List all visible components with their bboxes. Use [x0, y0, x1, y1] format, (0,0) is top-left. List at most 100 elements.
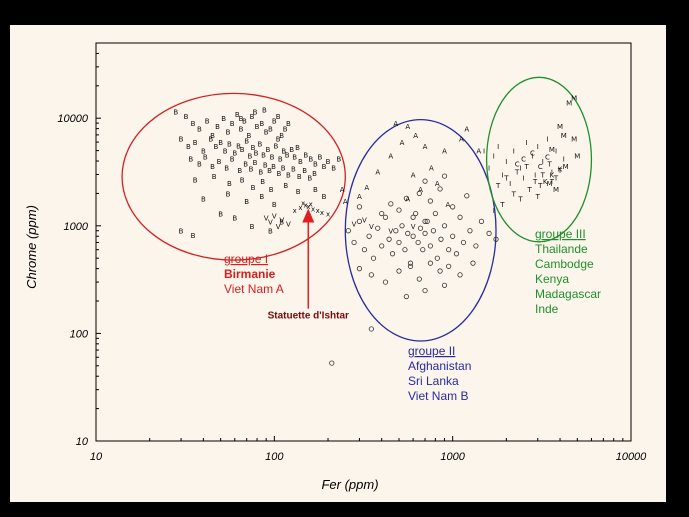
data-point-o — [432, 210, 438, 217]
data-point-b: B — [226, 129, 231, 137]
data-point-b: B — [270, 154, 275, 162]
annotation-label: Statuette d'Ishtar — [268, 311, 349, 322]
data-point-o — [405, 230, 411, 236]
data-point-a: A — [405, 123, 410, 131]
data-point-i: I — [493, 153, 495, 161]
data-point-o — [396, 268, 402, 274]
data-point-b: B — [230, 156, 235, 164]
group-3-member: Kenya — [535, 272, 569, 286]
data-point-b: B — [303, 151, 308, 159]
data-point-b: B — [188, 156, 193, 164]
data-point-i: I — [497, 143, 499, 151]
data-point-o — [379, 210, 385, 217]
data-point-b: B — [201, 148, 206, 156]
data-point-o — [375, 225, 381, 231]
data-point-v: V — [264, 214, 269, 222]
data-point-o — [402, 247, 408, 253]
data-point-b: B — [265, 146, 270, 154]
data-point-b: B — [244, 138, 249, 146]
data-point-b: B — [201, 195, 206, 203]
data-point-a: A — [364, 184, 369, 192]
group-ellipses — [121, 76, 593, 342]
data-point-a: A — [411, 171, 416, 179]
data-point-t: T — [511, 190, 517, 198]
data-point-i: I — [483, 148, 485, 156]
data-point-x: x — [320, 209, 324, 217]
data-point-b: B — [184, 113, 189, 121]
data-point-o — [453, 251, 460, 257]
data-point-a: A — [435, 180, 440, 188]
data-point-t: T — [557, 167, 563, 175]
data-point-b: B — [191, 232, 196, 240]
data-point-v: V — [352, 221, 357, 229]
data-point-b: B — [215, 123, 220, 131]
x-tick-label: 10 — [90, 451, 103, 463]
data-point-b: B — [223, 148, 228, 156]
data-point-b: B — [285, 151, 290, 159]
data-point-b: B — [326, 158, 331, 166]
data-point-t: T — [532, 178, 538, 186]
data-point-i: I — [534, 171, 536, 179]
data-point-b: B — [186, 143, 191, 151]
data-point-t: T — [514, 168, 520, 176]
data-point-b: B — [257, 141, 262, 149]
data-point-b: B — [276, 135, 281, 143]
data-point-o — [446, 263, 452, 269]
data-point-b: B — [205, 118, 210, 126]
data-point-b: B — [227, 141, 232, 149]
data-point-o — [403, 293, 409, 300]
data-point-b: B — [197, 126, 202, 134]
data-point-b: B — [283, 126, 288, 134]
data-point-b: B — [263, 162, 268, 170]
data-point-b: B — [239, 115, 244, 123]
data-point-b: B — [259, 193, 264, 201]
data-point-a: A — [476, 148, 481, 156]
data-point-o — [410, 214, 416, 220]
data-point-b: B — [221, 115, 226, 123]
data-point-v: V — [268, 218, 273, 226]
data-point-b: B — [331, 164, 336, 172]
data-point-b: B — [210, 132, 215, 140]
data-point-m: M — [561, 132, 567, 140]
data-point-v: V — [369, 223, 374, 231]
y-tick-label: 10 — [76, 436, 89, 448]
y-tick-label: 100 — [70, 328, 89, 340]
data-point-x: x — [326, 211, 330, 219]
data-point-t: T — [547, 160, 553, 168]
data-point-b: B — [268, 126, 273, 134]
data-point-b: B — [272, 201, 277, 209]
data-point-b: B — [217, 158, 222, 166]
axis-ticks: 10 100 1000 10000 10 100 1000 10000 — [57, 42, 647, 463]
data-point-v: V — [276, 223, 281, 231]
data-point-b: B — [313, 186, 318, 194]
data-point-b: B — [250, 113, 255, 121]
group-1-ellipse — [121, 92, 346, 261]
data-point-m: M — [553, 186, 559, 194]
data-point-o — [420, 247, 426, 253]
data-point-o — [422, 218, 428, 224]
data-point-b: B — [260, 178, 265, 186]
data-point-i: I — [555, 148, 557, 156]
data-point-a: A — [413, 132, 418, 140]
data-point-b: B — [253, 159, 258, 167]
data-point-b: B — [226, 190, 231, 198]
data-point-b: B — [249, 166, 254, 174]
data-point-b: B — [230, 120, 235, 128]
group-2-member: Viet Nam B — [408, 389, 468, 403]
data-point-o — [389, 251, 396, 257]
data-point-i: I — [537, 143, 539, 151]
data-point-x: x — [293, 207, 297, 215]
data-point-o — [416, 276, 422, 282]
data-point-i: I — [526, 139, 528, 147]
data-point-o — [396, 207, 402, 213]
data-point-b: B — [242, 118, 247, 126]
data-point-m: M — [571, 135, 577, 143]
data-point-a: A — [375, 168, 380, 176]
data-point-t: T — [553, 175, 559, 183]
data-point-i: I — [493, 207, 495, 215]
data-point-b: B — [269, 186, 274, 194]
data-point-o — [329, 360, 335, 366]
data-point-c: C — [530, 150, 535, 158]
group-2-ellipse — [344, 118, 497, 342]
y-axis-label: Chrome (ppm) — [24, 205, 39, 289]
